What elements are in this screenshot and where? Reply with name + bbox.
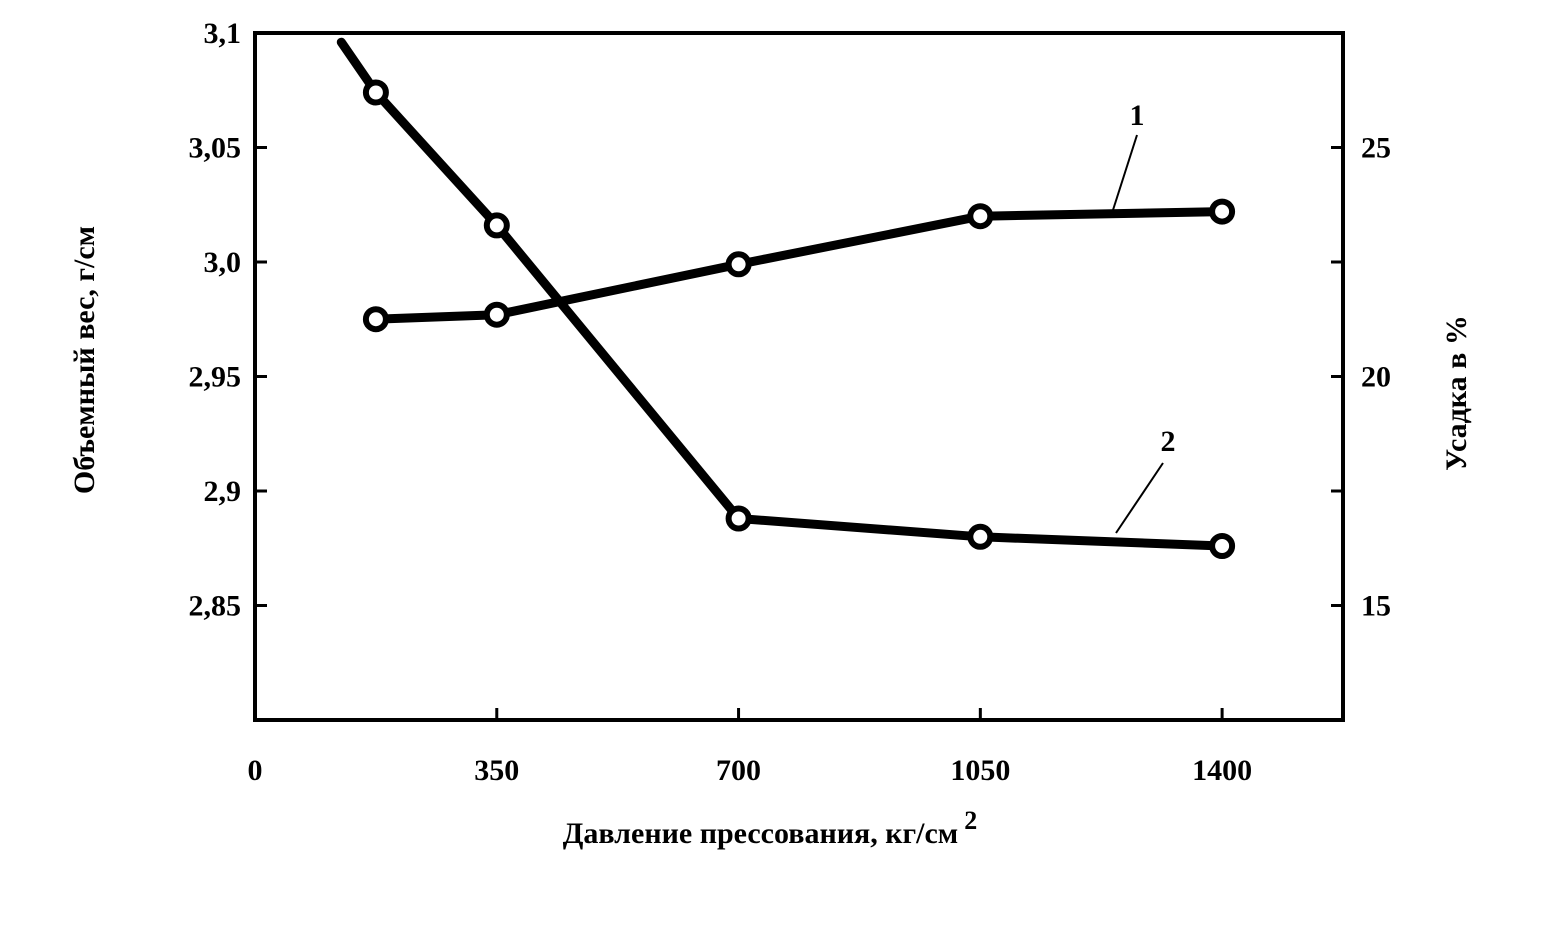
- y-left-tick-label: 3,05: [189, 132, 242, 165]
- curve-2-leader: [1115, 462, 1164, 534]
- series-1-point: [725, 251, 752, 278]
- series-2-point: [1209, 533, 1236, 559]
- curve-1-leader: [1112, 134, 1138, 211]
- y-left-tick-label: 2,95: [189, 361, 242, 394]
- series-2-point: [362, 79, 389, 106]
- y-right-axis-label: Усадка в %: [1440, 315, 1473, 471]
- curve-1-label: 1: [1130, 99, 1145, 132]
- x-axis-label-superscript: 2: [964, 806, 977, 835]
- series-2-point: [725, 505, 752, 532]
- curve-2-label: 2: [1161, 425, 1176, 458]
- y-right-tick-label: 25: [1361, 132, 1391, 165]
- x-tick-label: 0: [248, 754, 263, 787]
- y-right-tick-label: 15: [1361, 590, 1391, 623]
- y-left-tick-label: 2,9: [204, 475, 242, 508]
- y-left-axis-label: Объемный вес, г/см: [68, 226, 101, 494]
- x-axis-label-text: Давление прессования, кг/см: [563, 817, 959, 850]
- y-right-tick-label: 20: [1361, 361, 1391, 394]
- series-1-point: [1209, 198, 1236, 225]
- x-tick-label: 350: [474, 754, 519, 787]
- series-1-point: [967, 203, 994, 230]
- series-group: [336, 37, 1236, 559]
- x-tick-label: 1400: [1192, 754, 1252, 787]
- series-2-point: [967, 523, 994, 550]
- series-2-point: [483, 212, 510, 239]
- series-1-point: [362, 306, 389, 333]
- left-axis-ticks: 3,1 3,05 3,0 2,95 2,9 2,85: [189, 17, 267, 623]
- series-1-point: [483, 301, 510, 328]
- x-tick-label: 1050: [950, 754, 1010, 787]
- y-left-tick-label: 3,1: [204, 17, 242, 50]
- y-left-tick-label: 3,0: [204, 246, 242, 279]
- right-axis-ticks: 25 20 15: [1331, 132, 1391, 623]
- x-axis-label: Давление прессования, кг/см 2: [563, 806, 978, 850]
- series-2-line: [336, 37, 1227, 551]
- x-axis-ticks: 0 350 700 1050 1400: [248, 708, 1252, 787]
- x-tick-label: 700: [716, 754, 761, 787]
- y-left-tick-label: 2,85: [189, 590, 242, 623]
